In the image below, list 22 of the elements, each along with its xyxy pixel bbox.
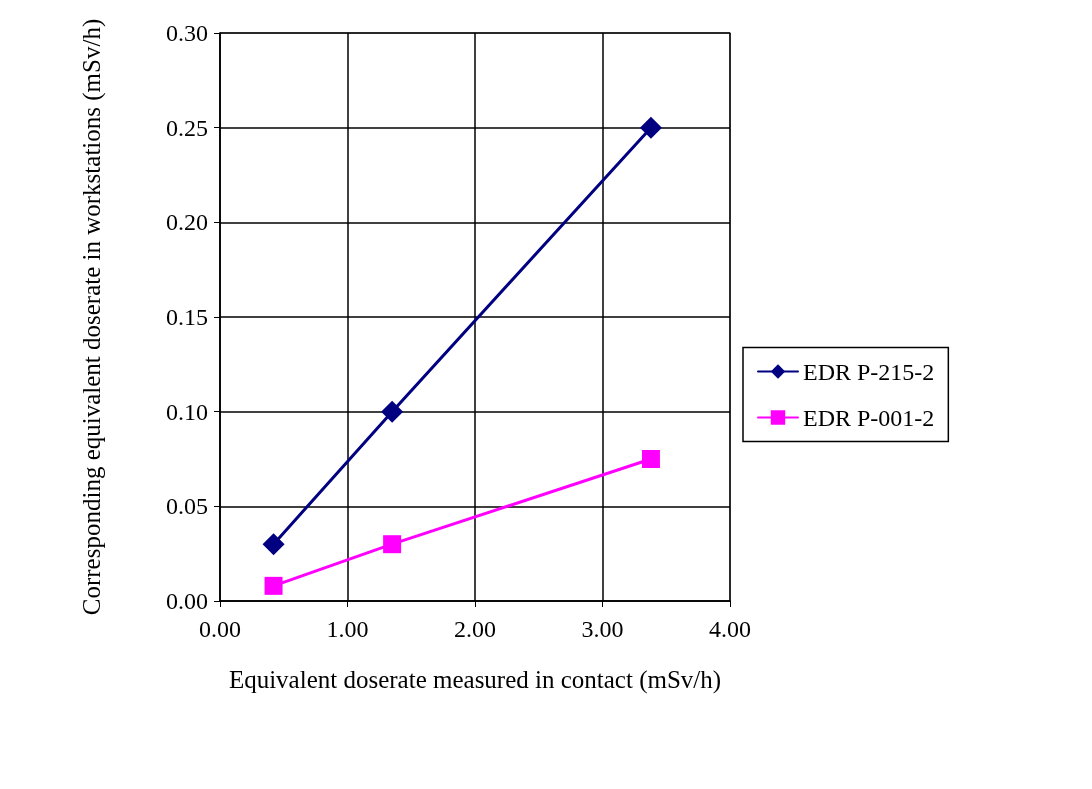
y-tick-label: 0.10 [166,398,208,425]
x-tick-label: 2.00 [454,616,496,642]
legend-label: EDR P-215-2 [803,358,935,385]
y-tick-label: 0.00 [166,588,208,614]
legend-label: EDR P-001-2 [803,404,935,431]
y-tick-label: 0.30 [166,20,208,46]
y-axis-title: Corresponding equivalent doserate in workstations (mSv/h) [77,18,106,616]
y-tick-label: 0.20 [166,209,208,236]
point [262,533,285,556]
point [641,450,660,468]
point [639,116,662,139]
point [383,535,402,554]
x-tick-label: 3.00 [581,616,624,642]
y-tick-label: 0.15 [166,304,208,330]
x-tick-label: 4.00 [709,616,751,642]
y-tick-label: 0.25 [166,114,208,141]
x-axis-title: Equivalent doserate measured in contact (mSv/h) [228,665,722,694]
point [381,400,404,423]
x-tick-label: 1.00 [326,616,369,642]
y-tick-label: 0.05 [166,493,208,520]
point [264,576,283,595]
x-tick-label: 0.00 [199,616,241,642]
